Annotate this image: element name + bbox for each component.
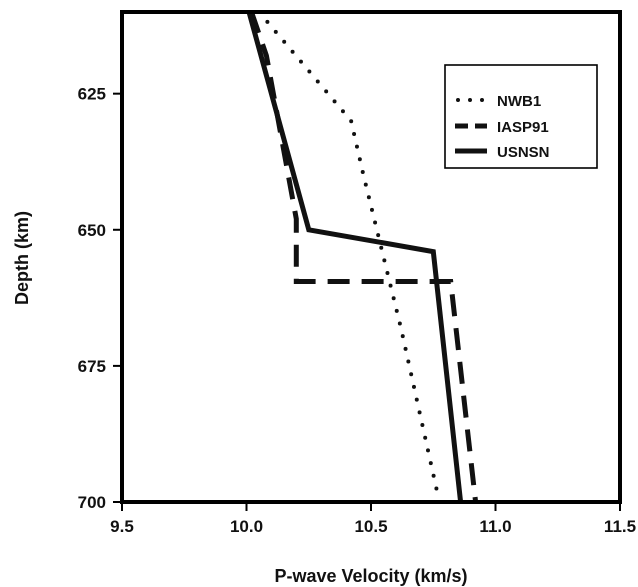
x-tick-label: 11.0 bbox=[479, 517, 511, 536]
y-axis: 625 650 675 700 bbox=[78, 85, 122, 512]
y-tick-label: 650 bbox=[78, 221, 106, 240]
x-tick-label: 9.5 bbox=[110, 517, 134, 536]
legend-label-iasp91: IASP91 bbox=[497, 119, 549, 136]
x-tick-label: 11.5 bbox=[604, 517, 636, 536]
y-tick-label: 675 bbox=[78, 357, 106, 376]
x-tick-label: 10.5 bbox=[354, 517, 387, 536]
legend: NWB1 IASP91 USNSN bbox=[444, 64, 598, 169]
y-tick-label: 625 bbox=[78, 85, 106, 104]
x-tick-label: 10.0 bbox=[230, 517, 263, 536]
series-layer bbox=[246, 10, 479, 503]
series-line-iasp91 bbox=[249, 11, 479, 503]
y-tick-label: 700 bbox=[78, 493, 106, 512]
series-line-usnsn bbox=[246, 11, 464, 503]
x-axis: 9.5 10.0 10.5 11.0 11.5 bbox=[110, 502, 636, 536]
x-axis-title: P-wave Velocity (km/s) bbox=[274, 566, 467, 586]
series-line-nwb1 bbox=[257, 10, 441, 499]
legend-label-usnsn: USNSN bbox=[497, 144, 550, 161]
legend-label-nwb1: NWB1 bbox=[497, 93, 541, 110]
y-axis-title: Depth (km) bbox=[12, 211, 32, 305]
